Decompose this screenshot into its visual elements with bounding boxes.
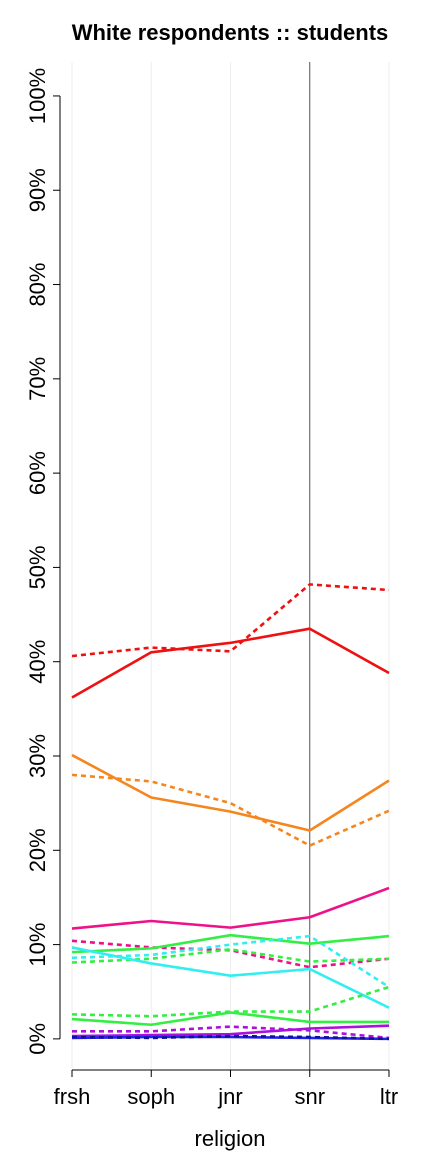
series-line [71,933,390,954]
x-axis-label: religion [195,1126,266,1151]
series-line [71,985,390,1018]
y-tick-label: 40% [25,640,50,684]
y-tick-label: 80% [25,263,50,307]
chart-title: White respondents :: students [72,20,389,45]
y-tick-label: 70% [25,357,50,401]
series-line [71,1024,390,1038]
y-tick-label: 20% [25,828,50,872]
series-line [71,948,390,964]
y-tick-label: 30% [25,734,50,778]
series-line [71,934,390,989]
y-tick-label: 10% [25,923,50,967]
series-line [71,627,390,699]
series-line [71,946,390,1009]
y-tick-label: 100% [25,68,50,124]
y-tick-label: 50% [25,545,50,589]
series-line [71,583,390,658]
x-tick-label: ltr [380,1084,398,1109]
series-line [71,753,390,832]
x-tick-label: soph [127,1084,175,1109]
series-line [71,1011,389,1027]
y-tick-label: 60% [25,451,50,495]
y-tick-label: 0% [25,1023,50,1055]
y-tick-label: 90% [25,168,50,212]
x-tick-label: jnr [217,1084,242,1109]
x-tick-label: snr [294,1084,325,1109]
series-line [72,1025,390,1040]
x-tick-label: frsh [54,1084,91,1109]
series-line [71,1034,390,1041]
series-line [71,773,390,847]
series-line [71,886,390,930]
